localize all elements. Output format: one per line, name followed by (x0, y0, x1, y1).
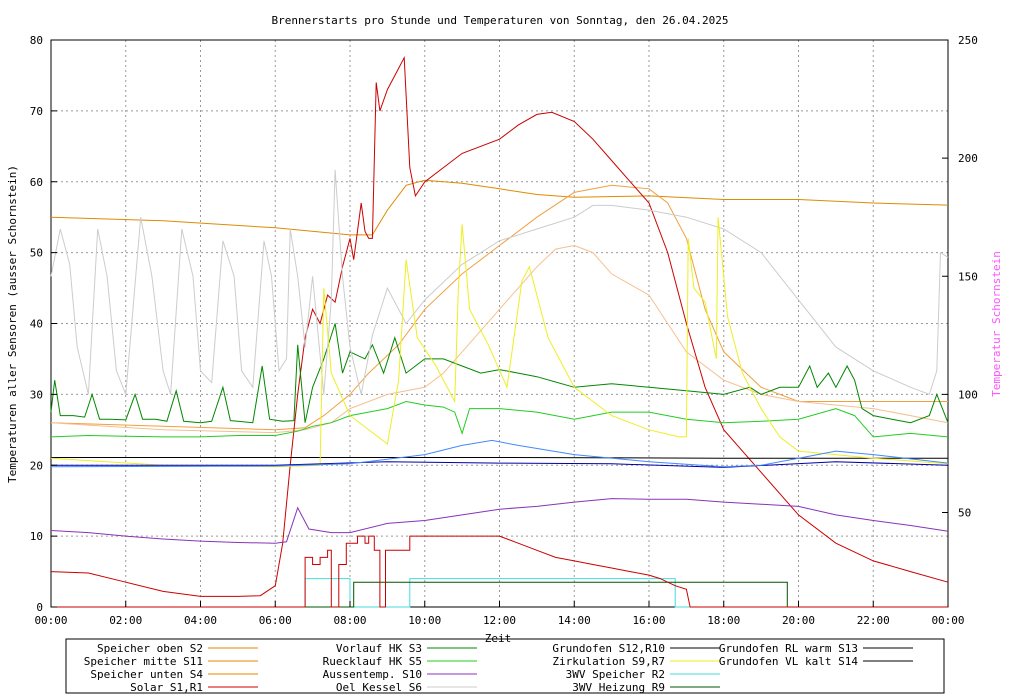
x-tick-label: 08:00 (333, 614, 366, 627)
legend-label: Oel Kessel S6 (336, 681, 422, 694)
y-tick-label: 10 (30, 530, 43, 543)
series-line-ruecklauf-hk-s5 (50, 400, 949, 438)
legend-label: Grundofen RL warm S13 (719, 642, 858, 655)
series-line-oel-kessel-s6 (50, 169, 949, 396)
y-axis-ticks: 0 10 20 30 40 50 60 70 80 (30, 34, 57, 614)
series-line-solar-s1-r1 (50, 55, 949, 597)
legend-label: Grundofen VL kalt S14 (719, 655, 858, 668)
series-line-speicher-mitte-s11 (50, 184, 948, 431)
y2-axis-ticks: 50 100 150 200 250 (942, 34, 978, 520)
y-tick-label: 60 (30, 176, 43, 189)
y-axis-label: Temperaturen aller Sensoren (ausser Scho… (6, 165, 19, 483)
x-tick-label: 12:00 (483, 614, 516, 627)
grid (51, 40, 948, 607)
series-line-grundofen-rl-warm (51, 461, 949, 468)
y-tick-label: 40 (30, 318, 43, 331)
series-line-aussentemp-s10 (50, 498, 949, 544)
legend-label: Zirkulation S9,R7 (552, 655, 665, 668)
series-line-vorlauf-hk-s3 (50, 323, 949, 424)
y2-axis-label: Temperatur Schornstein (990, 251, 1003, 397)
legend-frame (65, 638, 945, 694)
series-line-zirkulation-s9-r7 (50, 217, 949, 468)
x-tick-label: 00:00 (931, 614, 964, 627)
y-tick-label: 50 (30, 247, 43, 260)
legend-label: Speicher mitte S11 (84, 655, 203, 668)
series-line-speicher-oben-s2 (50, 179, 949, 236)
series-line-brennerstarts (51, 535, 948, 608)
legend-label: Speicher oben S2 (97, 642, 203, 655)
legend-label: Aussentemp. S10 (323, 668, 422, 681)
legend-label: Solar S1,R1 (130, 681, 203, 694)
y2-tick-label: 200 (958, 152, 978, 165)
legend-label: 3WV Speicher R2 (566, 668, 665, 681)
y-tick-label: 70 (30, 105, 43, 118)
chart-title: Brennerstarts pro Stunde und Temperature… (272, 14, 729, 27)
x-tick-label: 02:00 (109, 614, 142, 627)
x-tick-label: 10:00 (408, 614, 441, 627)
y-tick-label: 0 (36, 601, 43, 614)
y2-tick-label: 150 (958, 270, 978, 283)
y-tick-label: 80 (30, 34, 43, 47)
x-tick-label: 00:00 (34, 614, 67, 627)
legend-label: Speicher unten S4 (90, 668, 203, 681)
series-line-speicher-unten-s4 (50, 244, 949, 434)
legend-label: Grundofen S12,R10 (552, 642, 665, 655)
series-line-grundofen-s12-r10 (51, 457, 948, 459)
y2-tick-label: 100 (958, 388, 978, 401)
y-tick-label: 20 (30, 459, 43, 472)
x-tick-label: 04:00 (184, 614, 217, 627)
y2-tick-label: 50 (958, 507, 971, 520)
x-tick-label: 16:00 (632, 614, 665, 627)
series-line-grundofen-vl-kalt (50, 439, 949, 468)
y2-tick-label: 250 (958, 34, 978, 47)
x-axis-ticks: 00:00 02:00 04:00 06:00 08:00 10:00 12:00 14:00… (34, 601, 965, 627)
legend-label: Vorlauf HK S3 (336, 642, 422, 655)
series-group (50, 55, 949, 608)
legend-label: Ruecklauf HK S5 (323, 655, 422, 668)
x-tick-label: 22:00 (857, 614, 890, 627)
legend: Speicher oben S2 Vorlauf HK S3 Grundofen S… (84, 642, 913, 694)
y-tick-label: 30 (30, 388, 43, 401)
x-tick-label: 14:00 (558, 614, 591, 627)
x-tick-label: 06:00 (259, 614, 292, 627)
legend-label: 3WV Heizung R9 (572, 681, 665, 694)
x-tick-label: 18:00 (707, 614, 740, 627)
x-tick-label: 20:00 (782, 614, 815, 627)
